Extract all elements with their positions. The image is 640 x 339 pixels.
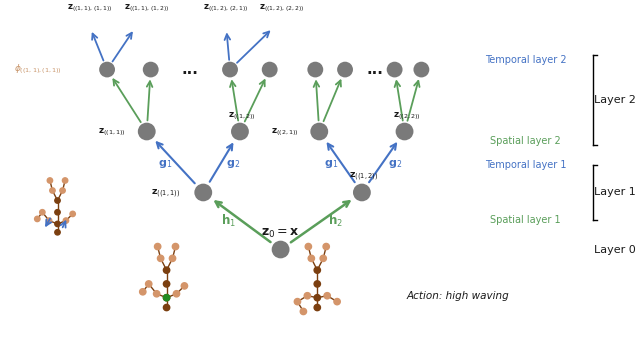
Circle shape xyxy=(271,241,289,258)
Circle shape xyxy=(154,291,160,297)
Text: $\mathbf{z}_{((1,2),(2,1))}$: $\mathbf{z}_{((1,2),(2,1))}$ xyxy=(204,2,249,14)
Text: $\mathbf{z}_{((1,2),(2,2))}$: $\mathbf{z}_{((1,2),(2,2))}$ xyxy=(259,2,304,14)
Circle shape xyxy=(314,281,321,287)
Text: $\mathbf{g}_1$: $\mathbf{g}_1$ xyxy=(323,158,338,170)
Circle shape xyxy=(231,123,249,140)
Text: Temporal layer 1: Temporal layer 1 xyxy=(484,160,566,170)
Circle shape xyxy=(314,304,321,311)
Circle shape xyxy=(305,243,312,250)
Text: Spatial layer 1: Spatial layer 1 xyxy=(490,215,561,225)
Circle shape xyxy=(143,62,159,77)
Circle shape xyxy=(337,62,353,77)
Text: $\mathbf{h}_1$: $\mathbf{h}_1$ xyxy=(221,213,236,229)
Text: $\mathbf{z}_{((1,2))}$: $\mathbf{z}_{((1,2))}$ xyxy=(349,170,378,183)
Circle shape xyxy=(145,281,152,287)
Circle shape xyxy=(172,243,179,250)
Circle shape xyxy=(323,243,330,250)
Text: Temporal layer 2: Temporal layer 2 xyxy=(484,55,566,65)
Circle shape xyxy=(55,198,60,203)
Circle shape xyxy=(300,308,307,315)
Circle shape xyxy=(181,283,188,289)
Circle shape xyxy=(170,255,176,261)
Circle shape xyxy=(163,281,170,287)
Circle shape xyxy=(334,298,340,305)
Text: $\mathbf{g}_1$: $\mathbf{g}_1$ xyxy=(158,158,172,170)
Text: $\mathbf{z}_{((1,2))}$: $\mathbf{z}_{((1,2))}$ xyxy=(228,110,256,122)
Circle shape xyxy=(50,188,55,193)
Text: Layer 0: Layer 0 xyxy=(594,244,636,255)
Circle shape xyxy=(304,293,310,299)
Text: $\mathbf{z}_0 = \mathbf{x}$: $\mathbf{z}_0 = \mathbf{x}$ xyxy=(261,227,300,240)
Circle shape xyxy=(163,295,170,301)
Circle shape xyxy=(173,291,180,297)
Text: $\phi_{((1,1),(1,1))}$: $\phi_{((1,1),(1,1))}$ xyxy=(13,63,61,77)
Circle shape xyxy=(314,295,321,301)
Circle shape xyxy=(310,123,328,140)
Circle shape xyxy=(70,211,76,217)
Text: $\mathbf{z}_{((1,1),(1,1))}$: $\mathbf{z}_{((1,1),(1,1))}$ xyxy=(67,2,112,14)
Circle shape xyxy=(55,210,60,215)
Text: $\mathbf{g}_2$: $\mathbf{g}_2$ xyxy=(388,158,402,170)
Circle shape xyxy=(62,178,68,183)
Circle shape xyxy=(138,123,156,140)
Circle shape xyxy=(163,267,170,273)
Text: Action: high waving: Action: high waving xyxy=(406,291,509,301)
Circle shape xyxy=(320,255,326,261)
Circle shape xyxy=(222,62,238,77)
Circle shape xyxy=(47,178,52,183)
Circle shape xyxy=(353,184,371,201)
Circle shape xyxy=(195,184,212,201)
Circle shape xyxy=(387,62,403,77)
Text: Layer 2: Layer 2 xyxy=(594,95,636,105)
Circle shape xyxy=(60,188,65,193)
Text: $\mathbf{z}_{((1,1))}$: $\mathbf{z}_{((1,1))}$ xyxy=(151,187,180,200)
Circle shape xyxy=(163,295,170,301)
Circle shape xyxy=(324,293,330,299)
Circle shape xyxy=(35,216,40,222)
Circle shape xyxy=(314,267,321,273)
Text: $\mathbf{z}_{((2,1))}$: $\mathbf{z}_{((2,1))}$ xyxy=(271,126,298,138)
Text: Spatial layer 2: Spatial layer 2 xyxy=(490,136,561,146)
Circle shape xyxy=(308,255,314,261)
Text: $\mathbf{g}_2$: $\mathbf{g}_2$ xyxy=(227,158,241,170)
Circle shape xyxy=(163,304,170,311)
Text: $\mathbf{h}_2$: $\mathbf{h}_2$ xyxy=(328,213,342,229)
Circle shape xyxy=(55,221,60,226)
Circle shape xyxy=(262,62,278,77)
Text: ...: ... xyxy=(182,62,199,77)
Circle shape xyxy=(55,230,60,235)
Circle shape xyxy=(63,218,68,223)
Circle shape xyxy=(294,298,301,305)
Text: Layer 1: Layer 1 xyxy=(594,187,636,198)
Text: ...: ... xyxy=(366,62,383,77)
Circle shape xyxy=(99,62,115,77)
Text: $\mathbf{z}_{((2,2))}$: $\mathbf{z}_{((2,2))}$ xyxy=(392,110,420,122)
Circle shape xyxy=(40,210,45,215)
Text: $\mathbf{z}_{((1,1),(1,2))}$: $\mathbf{z}_{((1,1),(1,2))}$ xyxy=(124,2,170,14)
Circle shape xyxy=(157,255,164,261)
Circle shape xyxy=(154,243,161,250)
Circle shape xyxy=(396,123,413,140)
Circle shape xyxy=(46,218,52,223)
Text: $\mathbf{z}_{((1,1))}$: $\mathbf{z}_{((1,1))}$ xyxy=(98,126,126,138)
Circle shape xyxy=(140,288,146,295)
Circle shape xyxy=(307,62,323,77)
Circle shape xyxy=(413,62,429,77)
